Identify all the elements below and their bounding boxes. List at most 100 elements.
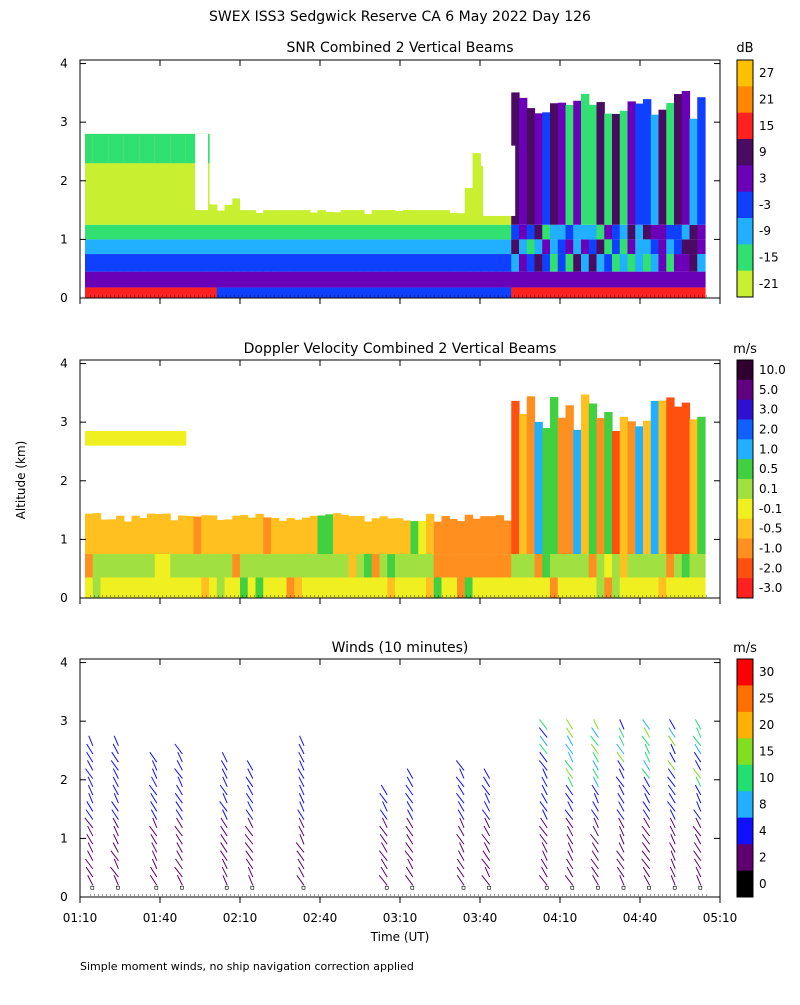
colorbar-swatch [737, 379, 753, 401]
snr-cell [689, 239, 698, 255]
snr-cell [309, 212, 319, 225]
doppler-cell [604, 554, 613, 578]
doppler-cell [116, 577, 125, 598]
colorbar-label: 30 [759, 665, 774, 679]
wind-barb [379, 833, 388, 845]
snr-cell [666, 224, 675, 240]
snr-cell [170, 133, 179, 164]
wind-barb [538, 760, 548, 771]
snr-cell [116, 239, 125, 255]
doppler-cell [271, 554, 280, 578]
wind-barb [221, 768, 228, 779]
snr-cell [224, 254, 233, 272]
snr-cell [441, 254, 450, 272]
doppler-cell [488, 516, 497, 555]
snr-cell [255, 239, 264, 255]
snr-cell [410, 199, 419, 225]
wind-barb [87, 760, 94, 771]
wind-barb [175, 833, 183, 845]
snr-cell [147, 287, 156, 298]
wind-barb [176, 817, 183, 829]
wind-barb [113, 834, 119, 845]
snr-cell [123, 133, 133, 164]
snr-cell [85, 133, 94, 225]
x-tick-label: 02:40 [303, 911, 338, 925]
snr-cell [371, 287, 381, 298]
wind-barb [220, 842, 228, 853]
wind-barb [456, 792, 465, 804]
wind-barb [381, 817, 388, 829]
doppler-cell [627, 577, 636, 598]
snr-cell [170, 239, 179, 255]
wind-barb [641, 825, 650, 837]
wind-barb [670, 743, 676, 755]
snr-cell [255, 254, 264, 272]
snr-cell [232, 287, 241, 298]
snr-cell [325, 287, 334, 298]
doppler-cell [643, 420, 652, 555]
colorbar-swatch [737, 360, 753, 381]
wind-barb [668, 735, 676, 747]
wind-barb [668, 727, 676, 738]
snr-cell [526, 239, 536, 255]
snr-cell [123, 224, 133, 240]
wind-barb [406, 776, 414, 788]
colorbar-frame [736, 59, 754, 298]
snr-plot-area [85, 90, 706, 298]
snr-cell [426, 287, 435, 298]
snr-cell [674, 239, 683, 255]
doppler-cell [519, 413, 528, 555]
snr-cell [379, 224, 388, 240]
doppler-cell [333, 554, 342, 578]
wind-barb [669, 719, 676, 730]
snr-cell [596, 224, 605, 240]
doppler-cell [449, 554, 458, 578]
doppler-cell [550, 554, 559, 578]
wind-barb [539, 743, 548, 755]
snr-cell [689, 287, 698, 298]
snr-cell [387, 209, 396, 225]
snr-cell [534, 239, 543, 255]
wind-barb [296, 874, 305, 886]
snr-cell [627, 287, 636, 298]
snr-cell [410, 239, 419, 255]
snr-cell [511, 271, 520, 288]
snr-cell [650, 224, 660, 240]
snr-cell [449, 224, 458, 240]
wind-barb [539, 751, 548, 763]
wind-barb [152, 817, 158, 829]
snr-cell [689, 254, 698, 272]
wind-barb [644, 793, 651, 804]
doppler-cell [216, 520, 226, 555]
snr-cell [309, 224, 319, 240]
snr-cell [666, 254, 675, 272]
doppler-cell [395, 518, 404, 555]
snr-cell [116, 133, 125, 225]
wind-barb [456, 833, 465, 845]
snr-cell [495, 224, 505, 240]
wind-barb [457, 784, 465, 796]
y-tick-label: 2 [60, 773, 68, 787]
snr-cell [689, 271, 698, 288]
snr-cell [247, 287, 257, 298]
wind-barb [87, 784, 94, 796]
x-tick-label: 01:10 [63, 911, 98, 925]
snr-cell [294, 239, 303, 255]
snr-cell [565, 224, 574, 240]
wind-barb [295, 842, 305, 853]
doppler-cell [635, 426, 644, 555]
wind-barb [540, 817, 548, 829]
wind-barb [151, 850, 158, 861]
doppler-cell [85, 430, 94, 446]
doppler-cell [379, 516, 388, 555]
wind-barb [111, 809, 119, 820]
doppler-cell [627, 421, 636, 555]
snr-cell [635, 287, 644, 298]
doppler-cell [271, 577, 280, 598]
colorbar-swatch [737, 86, 753, 114]
snr-cell [588, 287, 598, 298]
doppler-cell [333, 577, 342, 598]
wind-barb [297, 809, 305, 820]
snr-cell [348, 271, 357, 288]
snr-cell [85, 133, 94, 164]
